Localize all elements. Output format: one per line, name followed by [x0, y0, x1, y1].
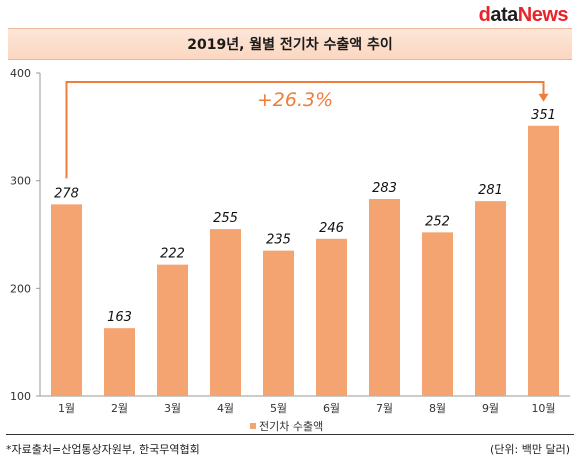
- growth-arrow-head: [538, 93, 549, 102]
- data-label: 235: [266, 233, 291, 248]
- y-tick-label: 100: [10, 390, 31, 403]
- data-label: 351: [531, 108, 556, 123]
- y-tick-label: 400: [10, 67, 31, 80]
- data-label: 283: [372, 181, 397, 196]
- y-tick-label: 200: [10, 282, 31, 295]
- x-tick-label: 3월: [164, 402, 181, 415]
- x-tick-label: 2월: [111, 402, 128, 415]
- bar: [210, 229, 241, 396]
- datanews-logo: dataNews: [478, 4, 569, 27]
- x-tick-label: 4월: [217, 402, 234, 415]
- chart-title: 2019년, 월별 전기차 수출액 추이: [187, 37, 393, 53]
- bar: [369, 198, 400, 396]
- data-label: 163: [107, 310, 132, 325]
- bar: [422, 232, 453, 396]
- x-tick-label: 8월: [429, 402, 446, 415]
- bar: [157, 264, 188, 396]
- logo-ata: ata: [490, 4, 518, 26]
- bar: [316, 238, 347, 396]
- growth-arrow-line: [65, 81, 545, 179]
- source-note: *자료출처=산업통상자원부, 한국무역협회: [6, 443, 200, 456]
- bar: [263, 250, 294, 396]
- data-label: 255: [213, 211, 238, 226]
- y-tick-label: 300: [10, 175, 31, 188]
- legend-swatch: [250, 423, 256, 429]
- logo-news: News: [517, 4, 569, 26]
- data-label: 222: [160, 247, 185, 262]
- legend-label: 전기차 수출액: [259, 420, 323, 433]
- data-label: 246: [319, 221, 344, 236]
- unit-note: (단위: 백만 달러): [489, 443, 570, 456]
- data-label: 281: [478, 183, 503, 198]
- growth-annotation: +26.3%: [257, 89, 333, 111]
- bar: [104, 328, 135, 396]
- x-tick-label: 9월: [482, 402, 499, 415]
- data-label: 278: [54, 186, 79, 201]
- footer-divider: [6, 434, 574, 435]
- data-label: 252: [425, 214, 450, 229]
- x-tick-label: 6월: [323, 402, 340, 415]
- bar-chart: 100 200 300 400 278 1월 163 2월 222 3월 255 4월 235 5월 246…: [10, 67, 570, 433]
- x-tick-label: 5월: [270, 402, 287, 415]
- bar: [475, 201, 506, 396]
- x-tick-label: 10월: [531, 402, 555, 415]
- title-bar: 2019년, 월별 전기차 수출액 추이: [8, 28, 572, 60]
- logo-d: d: [478, 4, 491, 26]
- bar: [51, 204, 82, 396]
- x-tick-label: 1월: [58, 402, 75, 415]
- bar: [528, 125, 559, 397]
- x-tick-label: 7월: [376, 402, 393, 415]
